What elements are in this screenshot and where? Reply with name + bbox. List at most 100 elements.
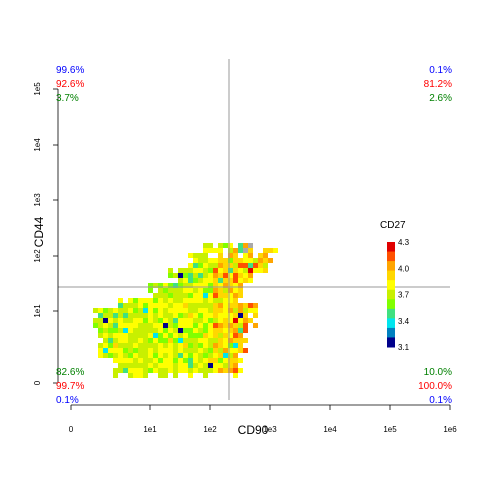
- quadrant-top-left-pct: 99.6%: [56, 65, 84, 76]
- heat-cell: [118, 338, 123, 343]
- heat-cell: [178, 308, 183, 313]
- heat-cell: [168, 323, 173, 328]
- heat-cell: [198, 318, 203, 323]
- heat-cell: [208, 258, 213, 263]
- heat-cell: [183, 293, 188, 298]
- heat-cell: [163, 338, 168, 343]
- heat-cell: [218, 278, 223, 283]
- heat-cell: [193, 308, 198, 313]
- heat-cell: [228, 313, 233, 318]
- heat-cell: [218, 293, 223, 298]
- heat-cell: [223, 278, 228, 283]
- heat-cell: [248, 248, 253, 253]
- heat-cell: [183, 303, 188, 308]
- heat-cell: [173, 293, 178, 298]
- heat-cell: [228, 283, 233, 288]
- heat-cell: [218, 283, 223, 288]
- heat-cell: [233, 288, 238, 293]
- heat-cell: [123, 323, 128, 328]
- heat-cell: [143, 328, 148, 333]
- heat-cell: [113, 373, 118, 378]
- heat-cell: [128, 338, 133, 343]
- heat-cell: [153, 308, 158, 313]
- heat-cell: [208, 293, 213, 298]
- heat-cell: [228, 278, 233, 283]
- heat-cell: [118, 368, 123, 373]
- heat-cell: [208, 288, 213, 293]
- heat-cell: [123, 333, 128, 338]
- x-tick-label: 0: [69, 425, 74, 434]
- heat-cell: [158, 363, 163, 368]
- heat-cell: [213, 368, 218, 373]
- heat-cell: [223, 363, 228, 368]
- heat-cell: [123, 318, 128, 323]
- heat-cell: [233, 253, 238, 258]
- heat-cell: [128, 373, 133, 378]
- heat-cell: [263, 263, 268, 268]
- colorbar-tick-label: 3.4: [398, 317, 410, 326]
- heat-cell: [143, 373, 148, 378]
- heat-cell: [218, 268, 223, 273]
- heat-cell: [183, 298, 188, 303]
- heat-cell: [98, 353, 103, 358]
- heat-cell: [228, 263, 233, 268]
- heat-cell: [203, 248, 208, 253]
- heat-cell: [148, 298, 153, 303]
- heat-cell: [208, 308, 213, 313]
- heat-cell: [198, 323, 203, 328]
- heat-cell: [128, 333, 133, 338]
- heat-cell: [183, 363, 188, 368]
- quadrant-top-right-pct: 0.1%: [429, 65, 452, 76]
- heat-cell: [153, 353, 158, 358]
- heat-cell: [113, 358, 118, 363]
- heat-cell: [203, 343, 208, 348]
- heat-cell: [208, 243, 213, 248]
- heat-cell: [153, 298, 158, 303]
- heat-cell: [188, 333, 193, 338]
- heat-cell: [208, 248, 213, 253]
- heat-cell: [163, 293, 168, 298]
- heat-cell: [113, 368, 118, 373]
- heat-cell: [168, 338, 173, 343]
- heat-cell: [133, 328, 138, 333]
- heat-cell: [228, 358, 233, 363]
- heat-cell: [118, 348, 123, 353]
- heat-cell: [143, 363, 148, 368]
- heat-cell: [238, 348, 243, 353]
- heat-cell: [248, 278, 253, 283]
- heat-cell: [128, 343, 133, 348]
- heat-cell: [143, 323, 148, 328]
- heat-cell: [133, 368, 138, 373]
- heat-cell: [193, 253, 198, 258]
- heat-cell: [98, 313, 103, 318]
- heat-cell: [138, 303, 143, 308]
- heat-cell: [238, 358, 243, 363]
- heat-cell: [243, 258, 248, 263]
- heat-cell: [243, 348, 248, 353]
- heat-cell: [213, 313, 218, 318]
- heat-cell: [183, 268, 188, 273]
- colorbar-title: CD27: [380, 220, 406, 231]
- heat-cell: [98, 343, 103, 348]
- heat-cell: [123, 353, 128, 358]
- heat-cell: [218, 308, 223, 313]
- heat-cell: [143, 333, 148, 338]
- heat-cell: [188, 318, 193, 323]
- heat-cell: [188, 368, 193, 373]
- heat-cell: [218, 348, 223, 353]
- axes: 0 1e1 1e2 1e3 1e4 1e5 1e6 0 1e1 1e2 1e3 1e4 1e5: [33, 82, 457, 434]
- heat-cell: [163, 343, 168, 348]
- heat-cell: [143, 338, 148, 343]
- heat-cell: [123, 313, 128, 318]
- heat-cell: [223, 273, 228, 278]
- heat-cell: [193, 283, 198, 288]
- heat-cell: [193, 333, 198, 338]
- heat-cell: [173, 373, 178, 378]
- heat-cell: [248, 243, 253, 248]
- heat-cell: [213, 333, 218, 338]
- heat-cell: [223, 258, 228, 263]
- heat-cell: [228, 268, 233, 273]
- heat-cell: [178, 273, 183, 278]
- heat-cell: [118, 328, 123, 333]
- heat-cell: [203, 293, 208, 298]
